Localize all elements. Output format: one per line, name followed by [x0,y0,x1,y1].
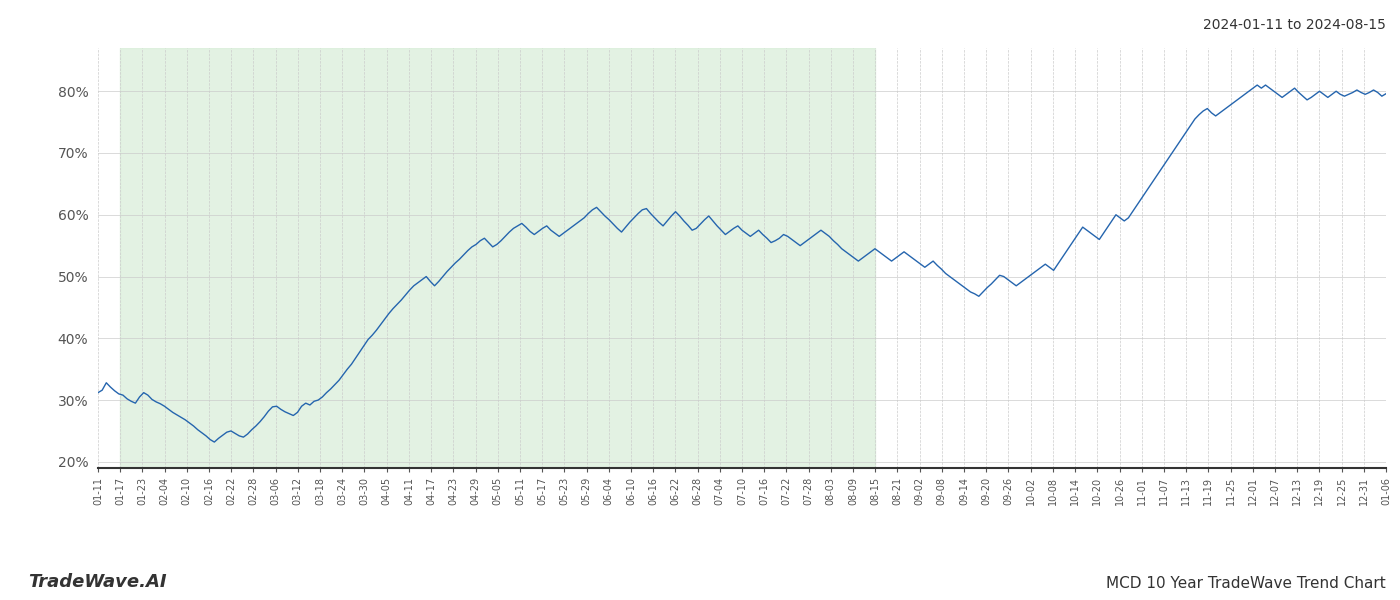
Text: TradeWave.AI: TradeWave.AI [28,573,167,591]
Text: 2024-01-11 to 2024-08-15: 2024-01-11 to 2024-08-15 [1203,18,1386,32]
Text: MCD 10 Year TradeWave Trend Chart: MCD 10 Year TradeWave Trend Chart [1106,576,1386,591]
Bar [120,48,875,468]
